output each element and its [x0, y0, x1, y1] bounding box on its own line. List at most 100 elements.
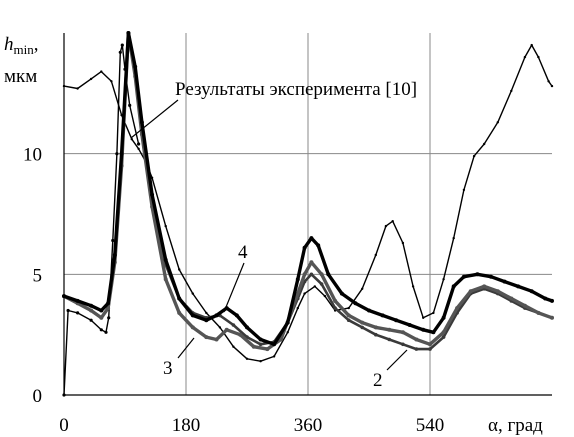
data-point [414, 347, 419, 351]
data-point [234, 313, 239, 318]
x-tick-label: 540 [416, 415, 445, 436]
data-point [62, 294, 66, 299]
x-tick-label: 180 [172, 415, 201, 436]
data-point [547, 80, 550, 83]
data-point [111, 238, 115, 243]
data-point [107, 316, 111, 320]
data-point [414, 337, 419, 342]
tick-labels: 0 180 360 540 0 5 10 [23, 145, 444, 436]
data-point [452, 236, 455, 240]
y-tick-label: 10 [23, 145, 42, 166]
data-point [428, 342, 432, 347]
data-point [150, 192, 155, 197]
data-point [339, 291, 344, 296]
data-point [502, 279, 507, 284]
data-point [302, 245, 307, 250]
data-point [483, 142, 486, 146]
data-point [204, 318, 209, 323]
data-point [190, 325, 195, 330]
data-point [441, 315, 446, 320]
data-point [428, 347, 432, 351]
data-point [550, 298, 554, 303]
data-point [272, 355, 276, 358]
data-point [190, 313, 195, 318]
data-point [191, 292, 194, 295]
data-point [110, 80, 113, 83]
data-point [258, 342, 263, 347]
data-point [133, 64, 138, 69]
data-point [361, 287, 364, 290]
data-point [231, 323, 236, 327]
data-point [360, 325, 365, 330]
data-point [313, 285, 316, 288]
data-point [333, 306, 337, 310]
data-point [218, 326, 222, 329]
data-point [367, 308, 371, 313]
data-point [120, 43, 124, 47]
data-point [245, 325, 249, 330]
annotation-2-leader [386, 349, 408, 371]
data-point [347, 306, 350, 310]
data-point [536, 310, 541, 315]
data-point [178, 268, 181, 271]
data-point [387, 337, 392, 342]
data-point [422, 316, 425, 319]
data-point [401, 342, 405, 347]
data-point [529, 289, 534, 294]
data-point [543, 296, 548, 301]
data-point [89, 77, 93, 81]
data-point [258, 337, 263, 342]
data-point [523, 55, 527, 59]
data-point [251, 344, 256, 349]
data-point [550, 315, 554, 320]
data-point [411, 285, 415, 288]
data-point [285, 320, 290, 325]
data-point [468, 289, 473, 294]
data-point [387, 327, 392, 332]
data-point [431, 330, 436, 335]
data-point [265, 347, 270, 352]
series-layer [62, 31, 554, 397]
data-point [302, 272, 307, 277]
data-point [407, 323, 412, 327]
data-point [137, 142, 141, 146]
data-point [119, 151, 124, 156]
data-point [455, 306, 460, 311]
data-point [214, 313, 219, 318]
data-point [224, 327, 229, 332]
data-point [238, 332, 243, 337]
data-point [360, 320, 365, 325]
data-point [391, 220, 394, 223]
data-point [163, 257, 168, 262]
data-point [374, 253, 377, 257]
data-point [177, 296, 182, 301]
x-axis-label: α, град [488, 415, 543, 436]
annotation-4: 4 [238, 242, 248, 263]
y-axis-units: мкм [4, 66, 37, 87]
data-point [462, 188, 466, 192]
data-point [380, 313, 385, 318]
data-point [537, 55, 540, 59]
data-point [522, 303, 527, 308]
data-point [472, 154, 476, 158]
data-point [177, 310, 182, 315]
data-point [509, 296, 514, 301]
data-point [309, 236, 314, 241]
data-point [75, 298, 80, 303]
data-point [309, 272, 314, 277]
data-point [205, 311, 208, 315]
data-point [272, 342, 277, 347]
data-point [550, 84, 554, 88]
data-point [106, 306, 111, 311]
data-point [461, 274, 466, 279]
data-point [309, 260, 314, 265]
series-line-1 [63, 44, 553, 362]
annotation-3: 3 [163, 358, 173, 379]
data-point [278, 337, 283, 342]
data-point [441, 330, 446, 335]
data-point [495, 289, 500, 294]
data-point [346, 318, 351, 323]
data-point [232, 345, 235, 348]
data-point [204, 335, 209, 340]
